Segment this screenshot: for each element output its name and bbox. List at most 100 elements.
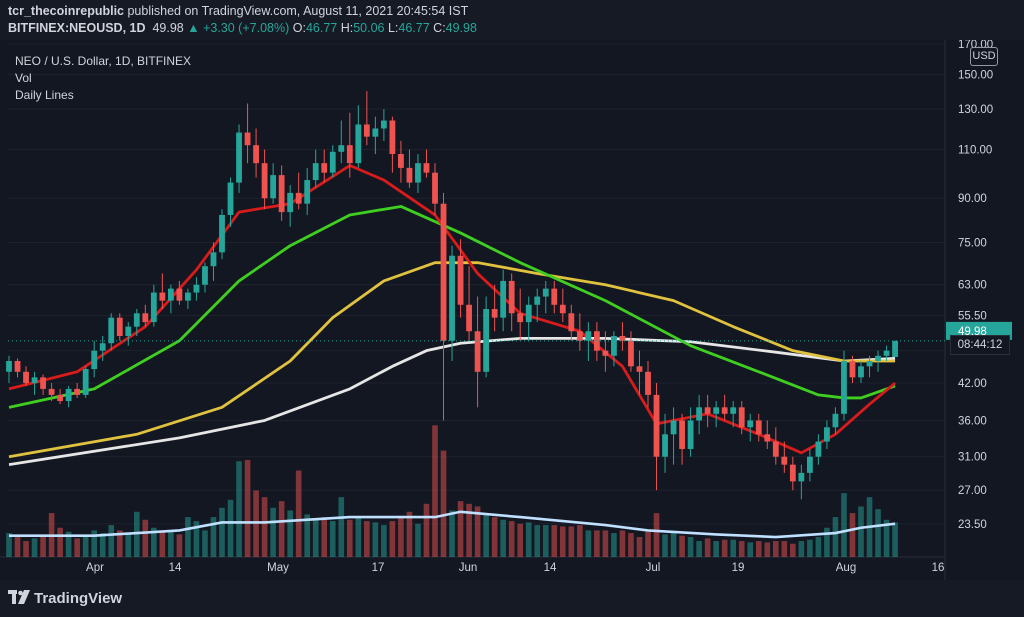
candle-body	[832, 413, 839, 428]
volume-bar	[696, 541, 702, 557]
candle-body	[789, 464, 796, 482]
x-tick-label: Jul	[646, 562, 661, 574]
candle-body	[116, 317, 123, 336]
candle	[159, 273, 166, 310]
y-tick-label: 27.00	[958, 485, 987, 497]
volume-bar	[65, 531, 72, 557]
author-name[interactable]: tcr_thecoinrepublic	[8, 4, 124, 18]
candle	[108, 313, 115, 351]
volume-bar	[670, 531, 677, 557]
candle	[670, 407, 677, 465]
y-tick-label: 42.00	[958, 378, 987, 390]
volume-bar	[798, 541, 805, 557]
currency-button[interactable]: USD	[970, 47, 998, 66]
candle-body	[398, 154, 404, 168]
candle-body	[23, 371, 29, 384]
volume-bar	[483, 514, 489, 557]
candle	[372, 116, 379, 155]
candle-body	[781, 456, 788, 465]
candle	[755, 413, 762, 442]
candle-body	[449, 255, 455, 341]
last-price: 49.98	[152, 21, 184, 35]
candle-body	[798, 472, 805, 482]
volume-bar	[611, 533, 617, 557]
volume-bar	[108, 525, 115, 557]
volume-bar	[116, 530, 123, 557]
legend-volume[interactable]: Vol	[15, 71, 32, 85]
volume-bar	[210, 517, 217, 557]
symbol-name[interactable]: BITFINEX:NEOUSD, 1D	[8, 21, 146, 35]
candle-body	[721, 407, 728, 414]
candle	[568, 304, 575, 341]
candle-body	[866, 360, 873, 367]
volume-bar	[389, 521, 396, 557]
close-label: C:	[433, 21, 446, 35]
volume-bar	[176, 534, 183, 557]
candle	[875, 350, 881, 372]
legend-title[interactable]: NEO / U.S. Dollar, 1D, BITFINEX	[15, 54, 192, 68]
volume-bar	[858, 506, 864, 557]
price-change: ▲ +3.30 (+7.08%)	[187, 21, 290, 35]
candle	[398, 140, 404, 183]
volume-bar	[679, 535, 685, 557]
ma-white-line	[8, 336, 896, 467]
candle-body	[338, 145, 345, 152]
candle	[202, 262, 208, 293]
close-value: 49.98	[445, 21, 477, 35]
volume-bar	[185, 517, 191, 557]
candle-body	[31, 377, 38, 384]
candle	[167, 284, 174, 314]
footer	[0, 580, 1024, 617]
volume-bar	[295, 470, 302, 557]
volume-bar	[40, 534, 46, 557]
candle-body	[236, 132, 242, 183]
candle-body	[295, 192, 302, 204]
volume-bar	[398, 517, 404, 557]
candle	[466, 266, 472, 341]
y-tick-label: 31.00	[958, 452, 987, 464]
candle-body	[815, 441, 822, 457]
volume-bar	[440, 450, 447, 557]
candle-body	[261, 163, 268, 199]
ma-yellow-line	[8, 261, 896, 459]
x-tick-label: Apr	[86, 562, 104, 574]
volume-bar	[415, 523, 421, 557]
volume-bar	[168, 530, 174, 557]
candle-body	[167, 288, 174, 301]
volume-bar	[568, 526, 575, 557]
candle	[270, 163, 277, 204]
candle-body	[150, 292, 157, 323]
volume-bar	[662, 534, 668, 557]
candle	[74, 383, 81, 398]
candle-body	[40, 377, 46, 389]
chart-legend: NEO / U.S. Dollar, 1D, BITFINEX Vol Dail…	[15, 53, 191, 104]
volume-bar	[619, 530, 626, 557]
candle-body	[892, 340, 898, 357]
candle-body	[287, 192, 294, 213]
volume-bar	[577, 525, 583, 557]
volume-bar	[542, 525, 549, 557]
volume-bar	[270, 507, 276, 557]
x-tick-label: Jun	[459, 562, 478, 574]
candle-body	[415, 163, 421, 183]
candle-body	[841, 360, 847, 414]
candle	[713, 401, 720, 428]
legend-daily-lines[interactable]: Daily Lines	[15, 88, 74, 102]
volume-bar	[23, 541, 29, 557]
candle-body	[679, 420, 685, 450]
candle	[346, 112, 353, 178]
candle	[798, 464, 805, 500]
volume-bar	[244, 459, 251, 557]
candle	[176, 280, 183, 305]
volume-bar	[99, 533, 106, 557]
volume-bar	[500, 519, 506, 557]
high-value: 50.06	[353, 21, 385, 35]
candle	[261, 149, 268, 210]
candle	[849, 355, 856, 384]
y-tick-label: 170.00	[958, 40, 993, 51]
price-chart[interactable]: 170.00 150.00 130.00 110.00 90.00 75.00 63.00 5…	[0, 40, 1024, 580]
tradingview-logo[interactable]: TradingView	[8, 590, 122, 607]
candle	[491, 284, 498, 332]
volume-bar	[534, 525, 541, 557]
volume-bar	[713, 541, 719, 557]
